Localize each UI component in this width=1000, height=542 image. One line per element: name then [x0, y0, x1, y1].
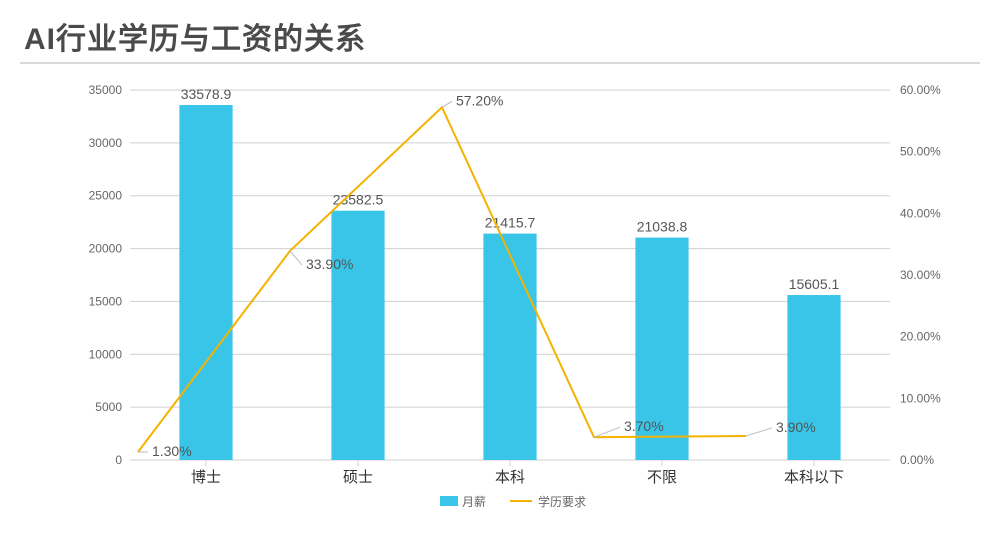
line-value-label: 3.90%	[776, 419, 816, 435]
y-right-tick: 60.00%	[900, 83, 941, 97]
legend-line-label: 学历要求	[538, 494, 586, 509]
bar	[331, 211, 384, 460]
bar-value-label: 21038.8	[637, 219, 688, 235]
y-right-tick: 0.00%	[900, 453, 934, 467]
x-category-label: 本科	[495, 469, 525, 486]
line-value-label: 33.90%	[306, 256, 353, 272]
bar-value-label: 23582.5	[333, 192, 384, 208]
legend-bar-label: 月薪	[462, 495, 486, 509]
bar	[787, 295, 840, 460]
x-category-label: 硕士	[343, 469, 373, 486]
line-label-leader	[290, 251, 302, 265]
y-right-tick: 40.00%	[900, 206, 941, 220]
line-label-leader	[442, 101, 452, 107]
line-label-leader	[594, 427, 620, 437]
x-category-label: 本科以下	[784, 469, 844, 486]
y-right-tick: 30.00%	[900, 268, 941, 282]
page-root: AI行业学历与工资的关系 0 5000 10000 15000 20000 25000 30…	[0, 0, 1000, 542]
y-left-tick: 25000	[89, 189, 123, 203]
y-left-tick: 5000	[95, 400, 122, 414]
line-value-label: 3.70%	[624, 418, 664, 434]
y-left-tick: 15000	[89, 294, 123, 308]
y-left-tick: 10000	[89, 347, 123, 361]
bar-value-label: 33578.9	[181, 86, 232, 102]
combo-chart: 0 5000 10000 15000 20000 25000 30000 35000 0.00%…	[60, 80, 960, 520]
bar	[179, 105, 232, 460]
chart-container: 0 5000 10000 15000 20000 25000 30000 35000 0.00%…	[60, 80, 960, 520]
x-category-label: 不限	[647, 469, 677, 486]
y-right-tick: 20.00%	[900, 330, 941, 344]
y-left-tick: 20000	[89, 242, 123, 256]
line-value-label: 1.30%	[152, 443, 192, 459]
line-label-leader	[746, 428, 772, 436]
y-right-tick: 10.00%	[900, 391, 941, 405]
x-category-label: 博士	[191, 469, 221, 486]
y-left-tick: 0	[115, 453, 122, 467]
y-right-tick: 50.00%	[900, 145, 941, 159]
y-left-tick: 30000	[89, 136, 123, 150]
legend-bar-swatch	[440, 496, 458, 506]
page-title: AI行业学历与工资的关系	[24, 14, 366, 58]
y-left-tick: 35000	[89, 83, 123, 97]
title-rule	[20, 62, 980, 64]
bar-value-label: 15605.1	[789, 276, 840, 292]
bar	[483, 234, 536, 460]
line-value-label: 57.20%	[456, 92, 503, 108]
